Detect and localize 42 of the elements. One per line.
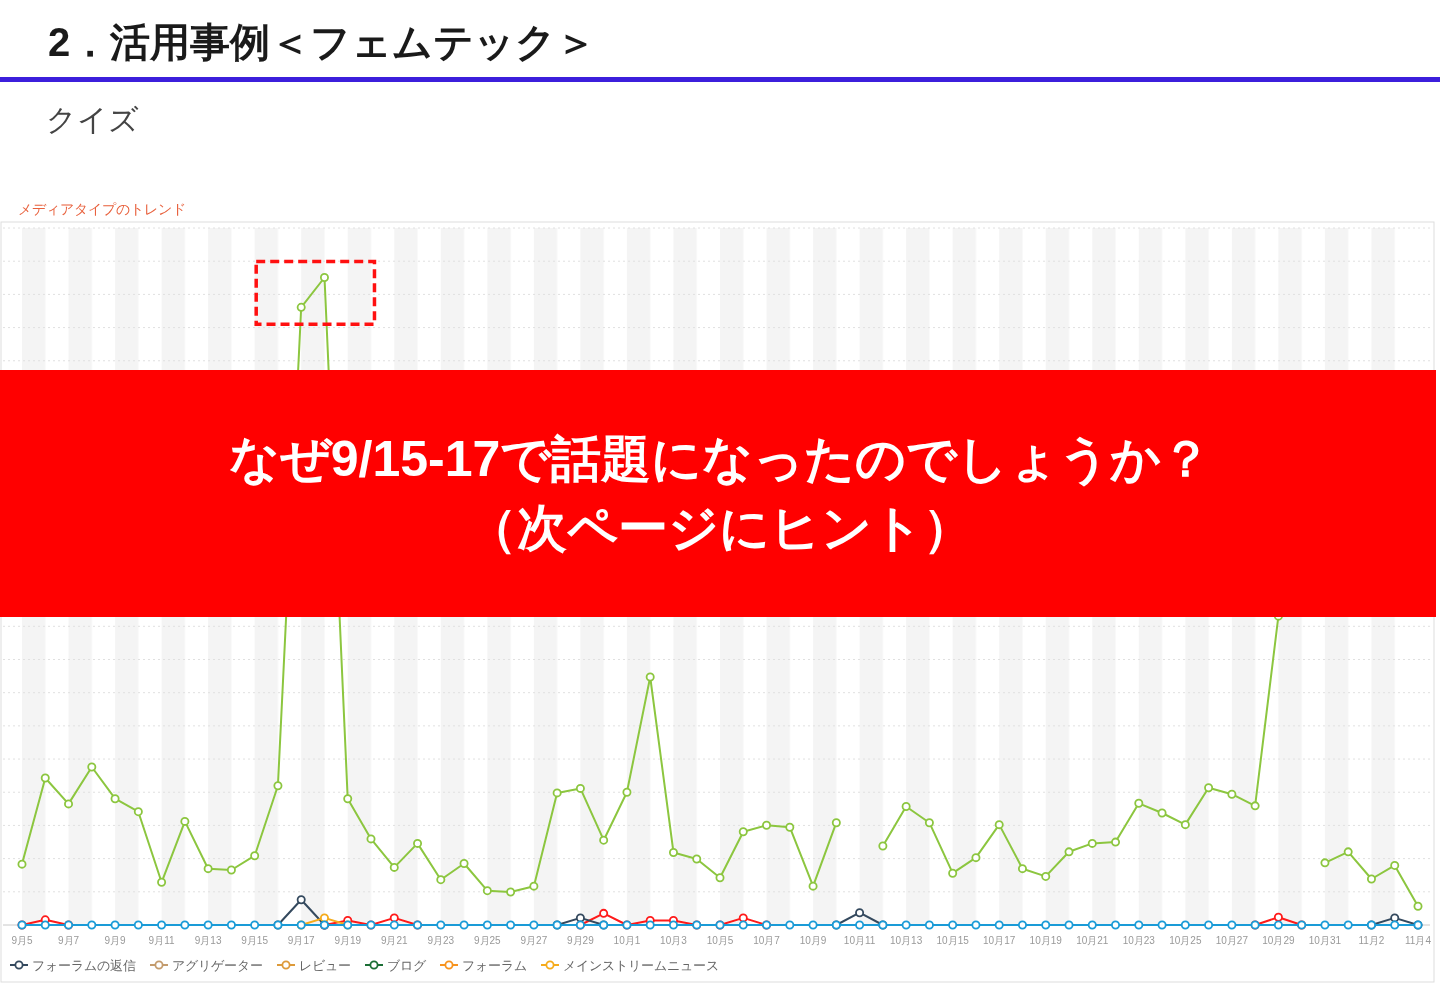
x-tick-label: 9月11: [148, 935, 175, 946]
x-tick-label: 10月11: [843, 935, 876, 946]
x-tick-label: 10月25: [1169, 935, 1202, 946]
x-tick-label: 9月29: [567, 935, 594, 946]
x-tick-label: 10月9: [799, 935, 827, 946]
x-tick-label: 11月4: [1405, 935, 1431, 946]
x-tick-label: 9月23: [427, 935, 455, 946]
legend-label: アグリゲーター: [172, 958, 263, 973]
x-tick-label: 10月17: [983, 935, 1016, 946]
annotation: なぜ9/15-17で話題になったのでしょうか？: [228, 431, 1212, 487]
x-tick-label: 10月23: [1122, 935, 1155, 946]
x-tick-label: 10月1: [613, 935, 641, 946]
x-tick-label: 10月19: [1029, 935, 1062, 946]
x-tick-label: 9月17: [287, 935, 315, 946]
x-tick-label: 10月7: [753, 935, 780, 946]
x-tick-label: 11月2: [1358, 935, 1385, 946]
x-tick-label: 10月29: [1262, 935, 1295, 946]
x-tick-label: 9月21: [380, 935, 408, 946]
subtitle: クイズ: [46, 103, 139, 136]
x-tick-label: 9月27: [520, 935, 548, 946]
x-tick-label: 9月9: [104, 935, 126, 946]
legend-label: メインストリームニュース: [563, 958, 719, 973]
x-tick-label: 9月13: [194, 935, 222, 946]
legend-label: ブログ: [387, 958, 426, 973]
x-tick-label: 9月7: [57, 935, 80, 946]
x-tick-label: 10月31: [1308, 935, 1342, 946]
x-tick-label: 9月5: [11, 935, 33, 946]
x-tick-label: 10月5: [706, 935, 734, 946]
legend-label: レビュー: [299, 958, 351, 973]
x-tick-label: 10月13: [890, 935, 923, 946]
annotation: メディアタイプのトレンド: [18, 201, 186, 217]
x-tick-label: 10月27: [1215, 935, 1248, 946]
x-tick-label: 10月15: [936, 935, 969, 946]
legend-label: フォーラムの返信: [32, 958, 136, 973]
title: 2．活用事例＜フェムテック＞: [48, 20, 597, 64]
x-tick-label: 9月19: [334, 935, 362, 946]
x-tick-label: 10月3: [660, 935, 687, 946]
annotation: （次ページにヒント）: [467, 500, 973, 556]
x-tick-label: 9月25: [474, 935, 501, 946]
x-tick-label: 9月15: [241, 935, 268, 946]
legend-label: フォーラム: [462, 958, 527, 973]
x-tick-label: 10月21: [1076, 935, 1109, 946]
